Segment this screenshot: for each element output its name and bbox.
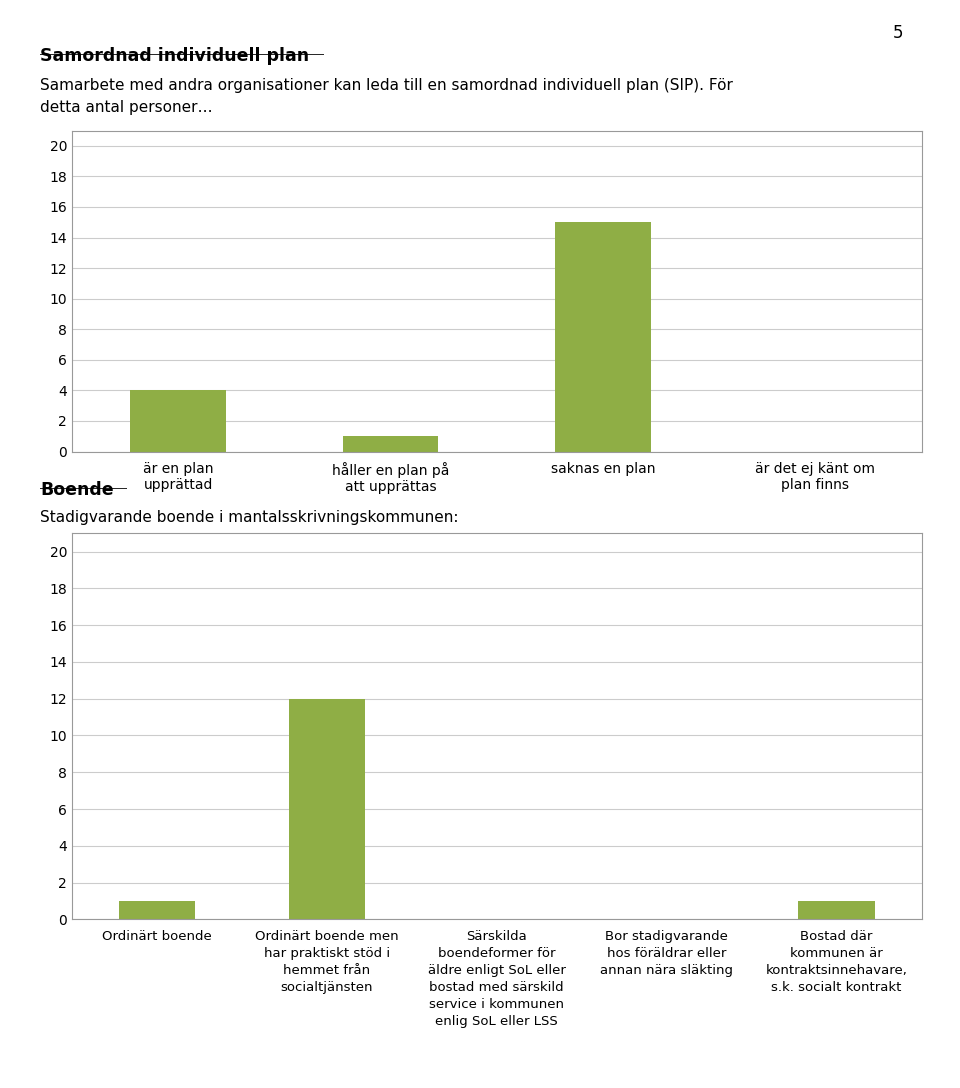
Bar	[289, 698, 365, 919]
Text: detta antal personer…: detta antal personer…	[40, 100, 213, 115]
Text: Samordnad individuell plan: Samordnad individuell plan	[40, 47, 309, 65]
Bar	[131, 391, 226, 452]
Bar	[343, 436, 439, 452]
Text: Samarbete med andra organisationer kan leda till en samordnad individuell plan (: Samarbete med andra organisationer kan l…	[40, 78, 733, 94]
Text: Boende: Boende	[40, 481, 114, 499]
Text: 5: 5	[893, 24, 902, 42]
Text: Stadigvarande boende i mantalsskrivningskommunen:: Stadigvarande boende i mantalsskrivnings…	[40, 510, 459, 526]
Bar	[555, 222, 651, 452]
Bar	[799, 901, 875, 919]
Bar	[119, 901, 195, 919]
